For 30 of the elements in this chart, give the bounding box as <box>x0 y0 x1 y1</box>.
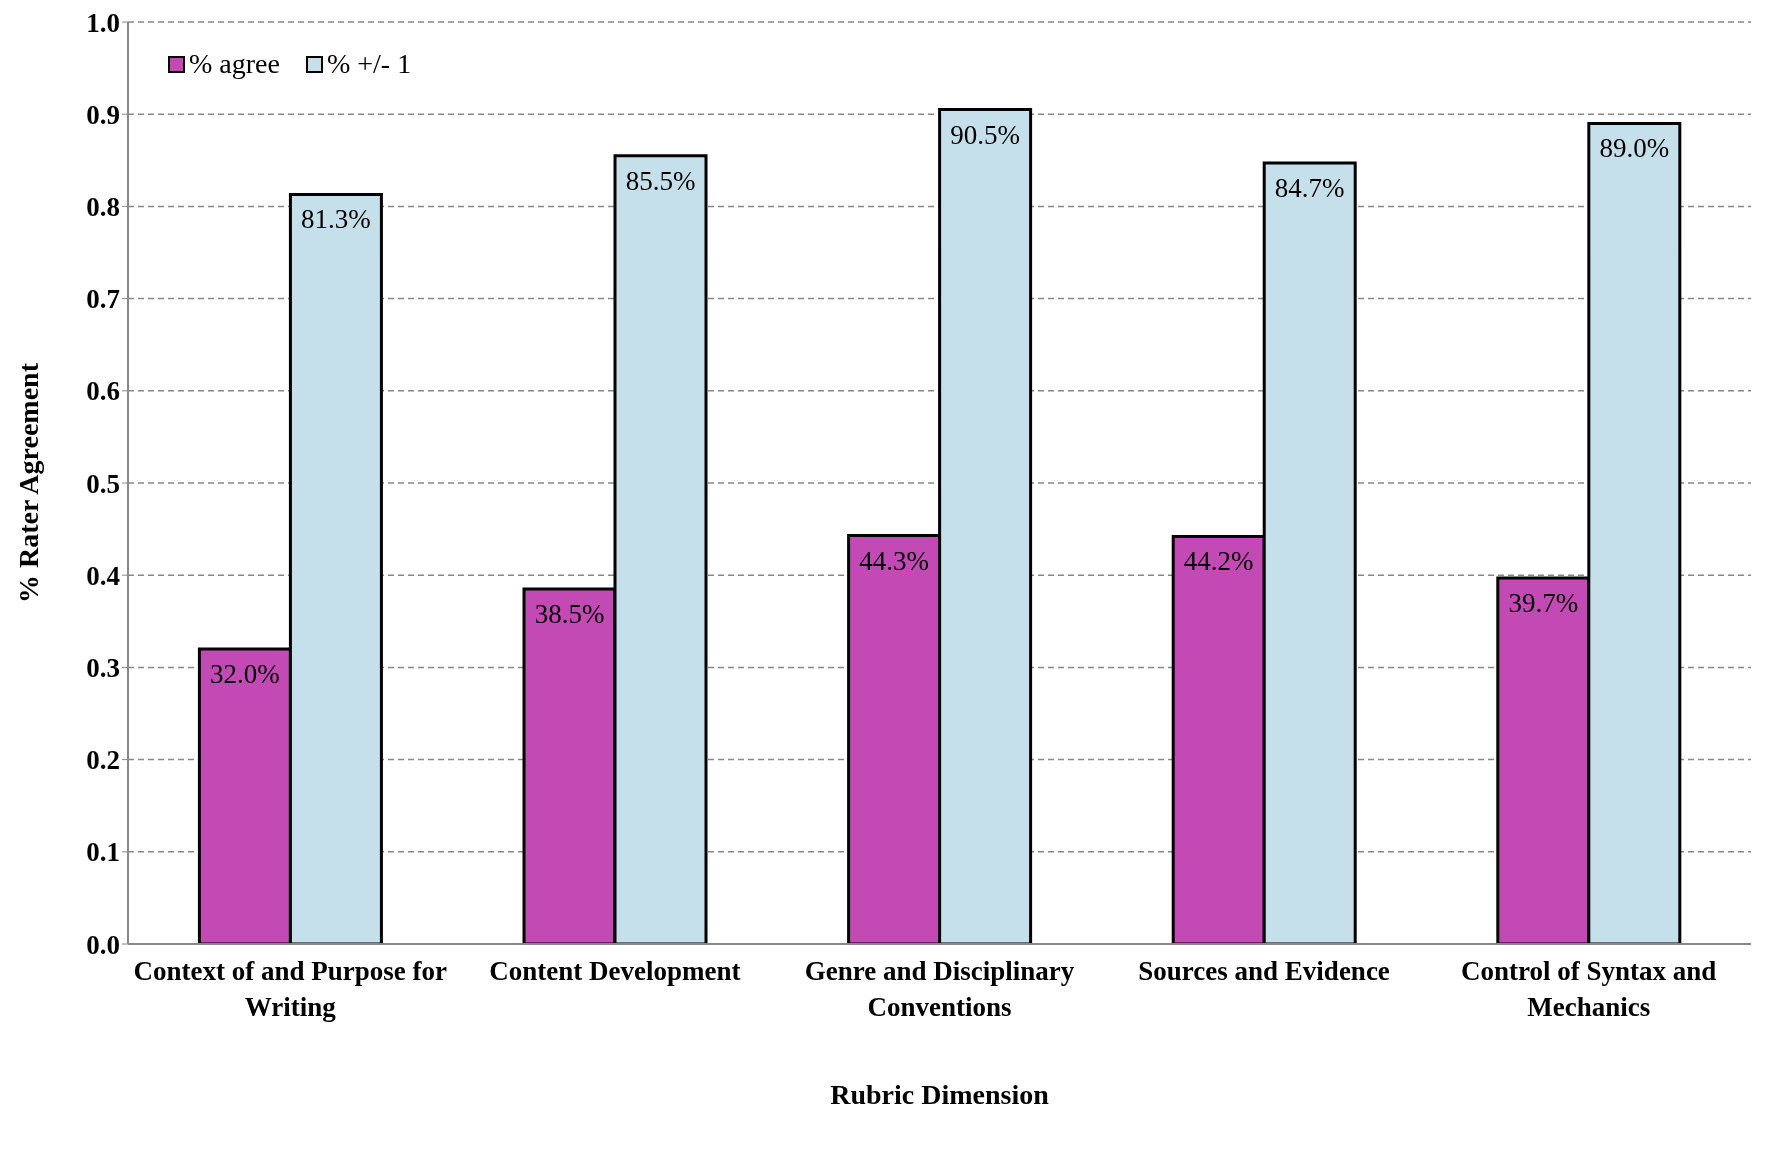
data-label: 81.3% <box>301 204 371 235</box>
text: 0.0 <box>86 929 120 960</box>
text: 0.6 <box>86 376 120 407</box>
data-label: 85.5% <box>625 165 696 196</box>
legend-label: % +/- 1 <box>326 48 412 80</box>
text: 1.0 <box>86 7 120 38</box>
x-tick-label: Content Development <box>489 956 741 986</box>
legend-label: % agree <box>189 48 280 80</box>
data-label: 90.5% <box>950 119 1020 150</box>
data-label: 89.0% <box>1599 133 1670 164</box>
x-tick-label: Control of Syntax and Mechanics <box>1461 956 1717 1022</box>
x-tick-label: Sources and Evidence <box>1138 956 1390 986</box>
text: 0.7 <box>86 284 120 315</box>
x-axis-title: Rubric Dimension <box>830 1079 1050 1110</box>
data-label: 32.0% <box>210 658 280 689</box>
y-axis-title: % Rater Agreement <box>12 362 44 603</box>
text: 0.4 <box>86 560 120 591</box>
data-label: 84.7% <box>1274 173 1345 204</box>
data-label: 39.7% <box>1508 587 1579 618</box>
text: 0.5 <box>86 468 120 499</box>
data-label: 44.3% <box>859 545 929 576</box>
x-tick-label: Genre and Disciplinary Conventions <box>804 956 1075 1022</box>
text: 0.1 <box>86 837 120 868</box>
data-label: 38.5% <box>534 599 605 630</box>
text: 0.9 <box>86 99 120 130</box>
data-label: 44.2% <box>1183 546 1254 577</box>
text: 0.2 <box>86 745 120 776</box>
text: 0.8 <box>86 191 120 222</box>
text: 0.3 <box>86 652 120 683</box>
x-tick-label: Context of and Purpose for Writing <box>133 956 448 1022</box>
